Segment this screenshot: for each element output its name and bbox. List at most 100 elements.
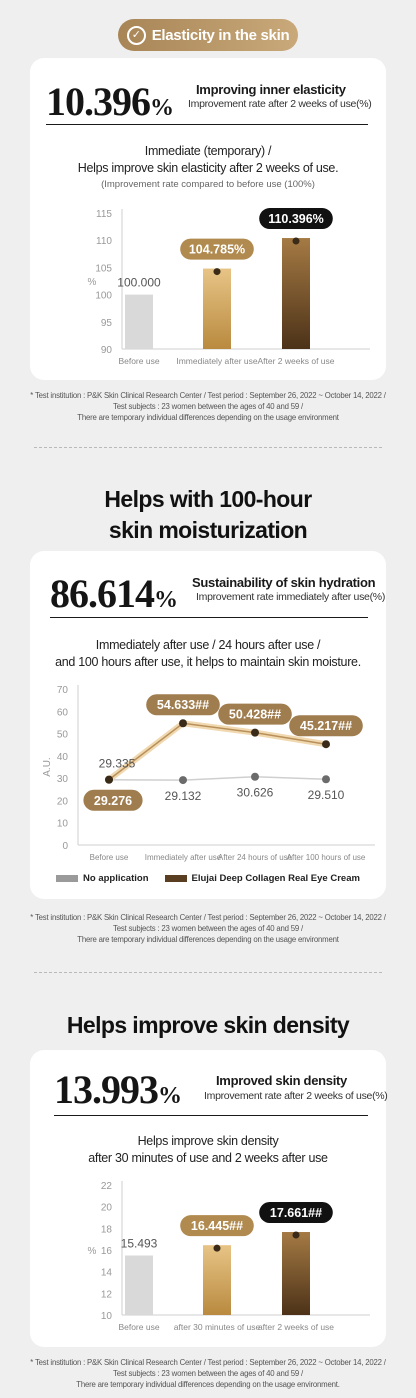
moisture-y-label: A.U. xyxy=(42,757,53,776)
density-description: Helps improve skin density after 30 minu… xyxy=(88,1134,328,1165)
moisture-y-tick: 50 xyxy=(57,730,69,741)
elasticity-x-tick: Immediately after use xyxy=(176,356,258,366)
moisture-y-tick: 10 xyxy=(57,819,69,830)
elasticity-data-label: 104.785% xyxy=(189,243,245,257)
moisturization-rule xyxy=(50,617,368,618)
density-marker xyxy=(213,1244,221,1252)
elasticity-note: (Improvement rate compared to before use… xyxy=(101,179,315,190)
eye-cream-data-label: 29.335 xyxy=(99,757,136,771)
elasticity-y-tick: 90 xyxy=(101,345,113,356)
no-application-data-label: 29.276 xyxy=(94,794,132,808)
legend-item-eye-cream: Elujai Deep Collagen Real Eye Cream xyxy=(164,873,360,884)
eye-cream-data-label: 45.217## xyxy=(300,719,352,733)
density-big-value: 13.993% xyxy=(54,1067,182,1112)
no-application-line xyxy=(108,775,327,781)
moisturization-heading: Sustainability of skin hydration xyxy=(192,575,376,590)
density-footnote: * Test institution : P&K Skin Clinical R… xyxy=(30,1358,386,1389)
density-title: Helps improve skin density xyxy=(66,1012,350,1038)
density-card: 13.993% Improved skin density Improvemen… xyxy=(30,1050,388,1347)
density-y-tick: 14 xyxy=(101,1268,113,1279)
density-data-bubble xyxy=(259,1202,333,1224)
no-application-data-label: 29.510 xyxy=(308,788,345,802)
elasticity-bar xyxy=(125,294,153,349)
density-data-label: 17.661## xyxy=(270,1206,322,1220)
density-y-label: % xyxy=(88,1246,97,1257)
density-y-tick: 12 xyxy=(101,1289,113,1300)
check-circle-icon: ✓ xyxy=(126,25,146,45)
moisturization-subheading: Improvement rate immediately after use(%… xyxy=(196,591,386,603)
elasticity-y-tick: 95 xyxy=(101,318,113,329)
elasticity-bar-chart: 90 95 100 105 110 115% Before use 100.000 Immedi… xyxy=(88,208,370,366)
elasticity-bar xyxy=(282,238,310,349)
elasticity-footnote: * Test institution : P&K Skin Clinical R… xyxy=(30,391,386,422)
elasticity-subheading: Improvement rate after 2 weeks of use(%) xyxy=(188,98,372,110)
moisturization-description: Immediately after use / 24 hours after u… xyxy=(55,638,361,669)
elasticity-y-tick: 105 xyxy=(95,263,112,274)
moisture-x-tick: Before use xyxy=(90,853,129,862)
section-divider xyxy=(34,447,382,448)
eye-cream-marker xyxy=(322,740,330,749)
density-y-tick: 18 xyxy=(101,1224,113,1235)
density-rule xyxy=(54,1115,368,1116)
density-subheading: Improvement rate after 2 weeks of use(%) xyxy=(204,1090,388,1102)
moisturization-title: Helps with 100-hour skin moisturization xyxy=(104,486,312,543)
moisture-y-tick: 0 xyxy=(62,841,68,852)
eye-cream-marker xyxy=(251,728,259,737)
density-y-tick: 20 xyxy=(101,1203,113,1214)
density-bar xyxy=(125,1255,153,1315)
moisture-y-tick: 60 xyxy=(57,707,69,718)
density-y-tick: 16 xyxy=(101,1246,113,1257)
eye-cream-data-bubble xyxy=(289,715,363,737)
elasticity-x-tick: After 2 weeks of use xyxy=(257,356,334,366)
elasticity-badge: ✓ Elasticity in the skin xyxy=(118,19,298,51)
moisture-x-tick: After 100 hours of use xyxy=(287,853,366,862)
elasticity-bar xyxy=(203,268,231,349)
elasticity-y-tick: 115 xyxy=(96,209,112,220)
eye-cream-data-label: 54.633## xyxy=(157,698,209,712)
eye-cream-marker xyxy=(179,719,187,728)
eye-cream-data-bubble xyxy=(218,703,292,725)
elasticity-y-tick: 100 xyxy=(95,291,112,302)
moisturization-big-value: 86.614% xyxy=(50,571,178,616)
no-application-data-bubble xyxy=(83,789,143,811)
moisturization-legend: No application Elujai Deep Collagen Real… xyxy=(30,873,386,884)
moisture-x-tick: Immediately after use xyxy=(145,853,222,862)
moisture-x-tick: After 24 hours of use xyxy=(218,853,293,862)
moisturization-line-chart: 0 10 20 30 40 50 60 70 A.U. Before use Immediately… xyxy=(42,685,375,862)
moisture-y-tick: 40 xyxy=(57,752,69,763)
density-data-label: 16.445## xyxy=(191,1219,243,1233)
density-heading: Improved skin density xyxy=(216,1073,347,1088)
no-application-marker xyxy=(251,772,259,781)
density-bar xyxy=(282,1232,310,1315)
density-data-bubble xyxy=(180,1215,254,1237)
moisturization-card: 86.614% Sustainability of skin hydration… xyxy=(30,551,386,899)
density-y-tick: 10 xyxy=(101,1311,113,1322)
elasticity-rule xyxy=(46,124,368,125)
elasticity-y-label: % xyxy=(88,277,97,288)
density-bar xyxy=(203,1245,231,1315)
elasticity-marker xyxy=(292,237,300,245)
elasticity-heading: Improving inner elasticity xyxy=(196,82,346,97)
no-application-data-label: 30.626 xyxy=(237,786,274,800)
elasticity-card: 10.396% Improving inner elasticity Impro… xyxy=(30,58,386,380)
no-application-data-label: 29.132 xyxy=(165,789,202,803)
moisturization-footnote: * Test institution : P&K Skin Clinical R… xyxy=(30,913,386,944)
eye-cream-line xyxy=(108,722,327,781)
density-marker xyxy=(292,1231,300,1239)
moisture-y-tick: 20 xyxy=(57,796,69,807)
eye-cream-data-label: 50.428## xyxy=(229,708,281,722)
elasticity-data-bubble xyxy=(180,238,254,260)
density-y-tick: 22 xyxy=(101,1181,113,1192)
density-x-tick: after 2 weeks of use xyxy=(258,1322,334,1332)
elasticity-x-tick: Before use xyxy=(118,356,159,366)
legend-item-no-application: No application xyxy=(56,873,149,884)
eye-cream-data-bubble xyxy=(146,694,220,716)
density-bar-chart: 10 12 14 16 18 20 22% Before use 15.493 after 30 … xyxy=(88,1181,370,1332)
elasticity-y-tick: 110 xyxy=(96,236,112,247)
eye-cream-marker xyxy=(105,775,113,784)
badge-label: Elasticity in the skin xyxy=(151,26,290,44)
no-application-marker xyxy=(179,776,187,785)
density-data-label: 15.493 xyxy=(121,1236,158,1250)
moisture-y-tick: 70 xyxy=(57,685,69,696)
elasticity-description: Immediate (temporary) / Helps improve sk… xyxy=(77,144,339,175)
